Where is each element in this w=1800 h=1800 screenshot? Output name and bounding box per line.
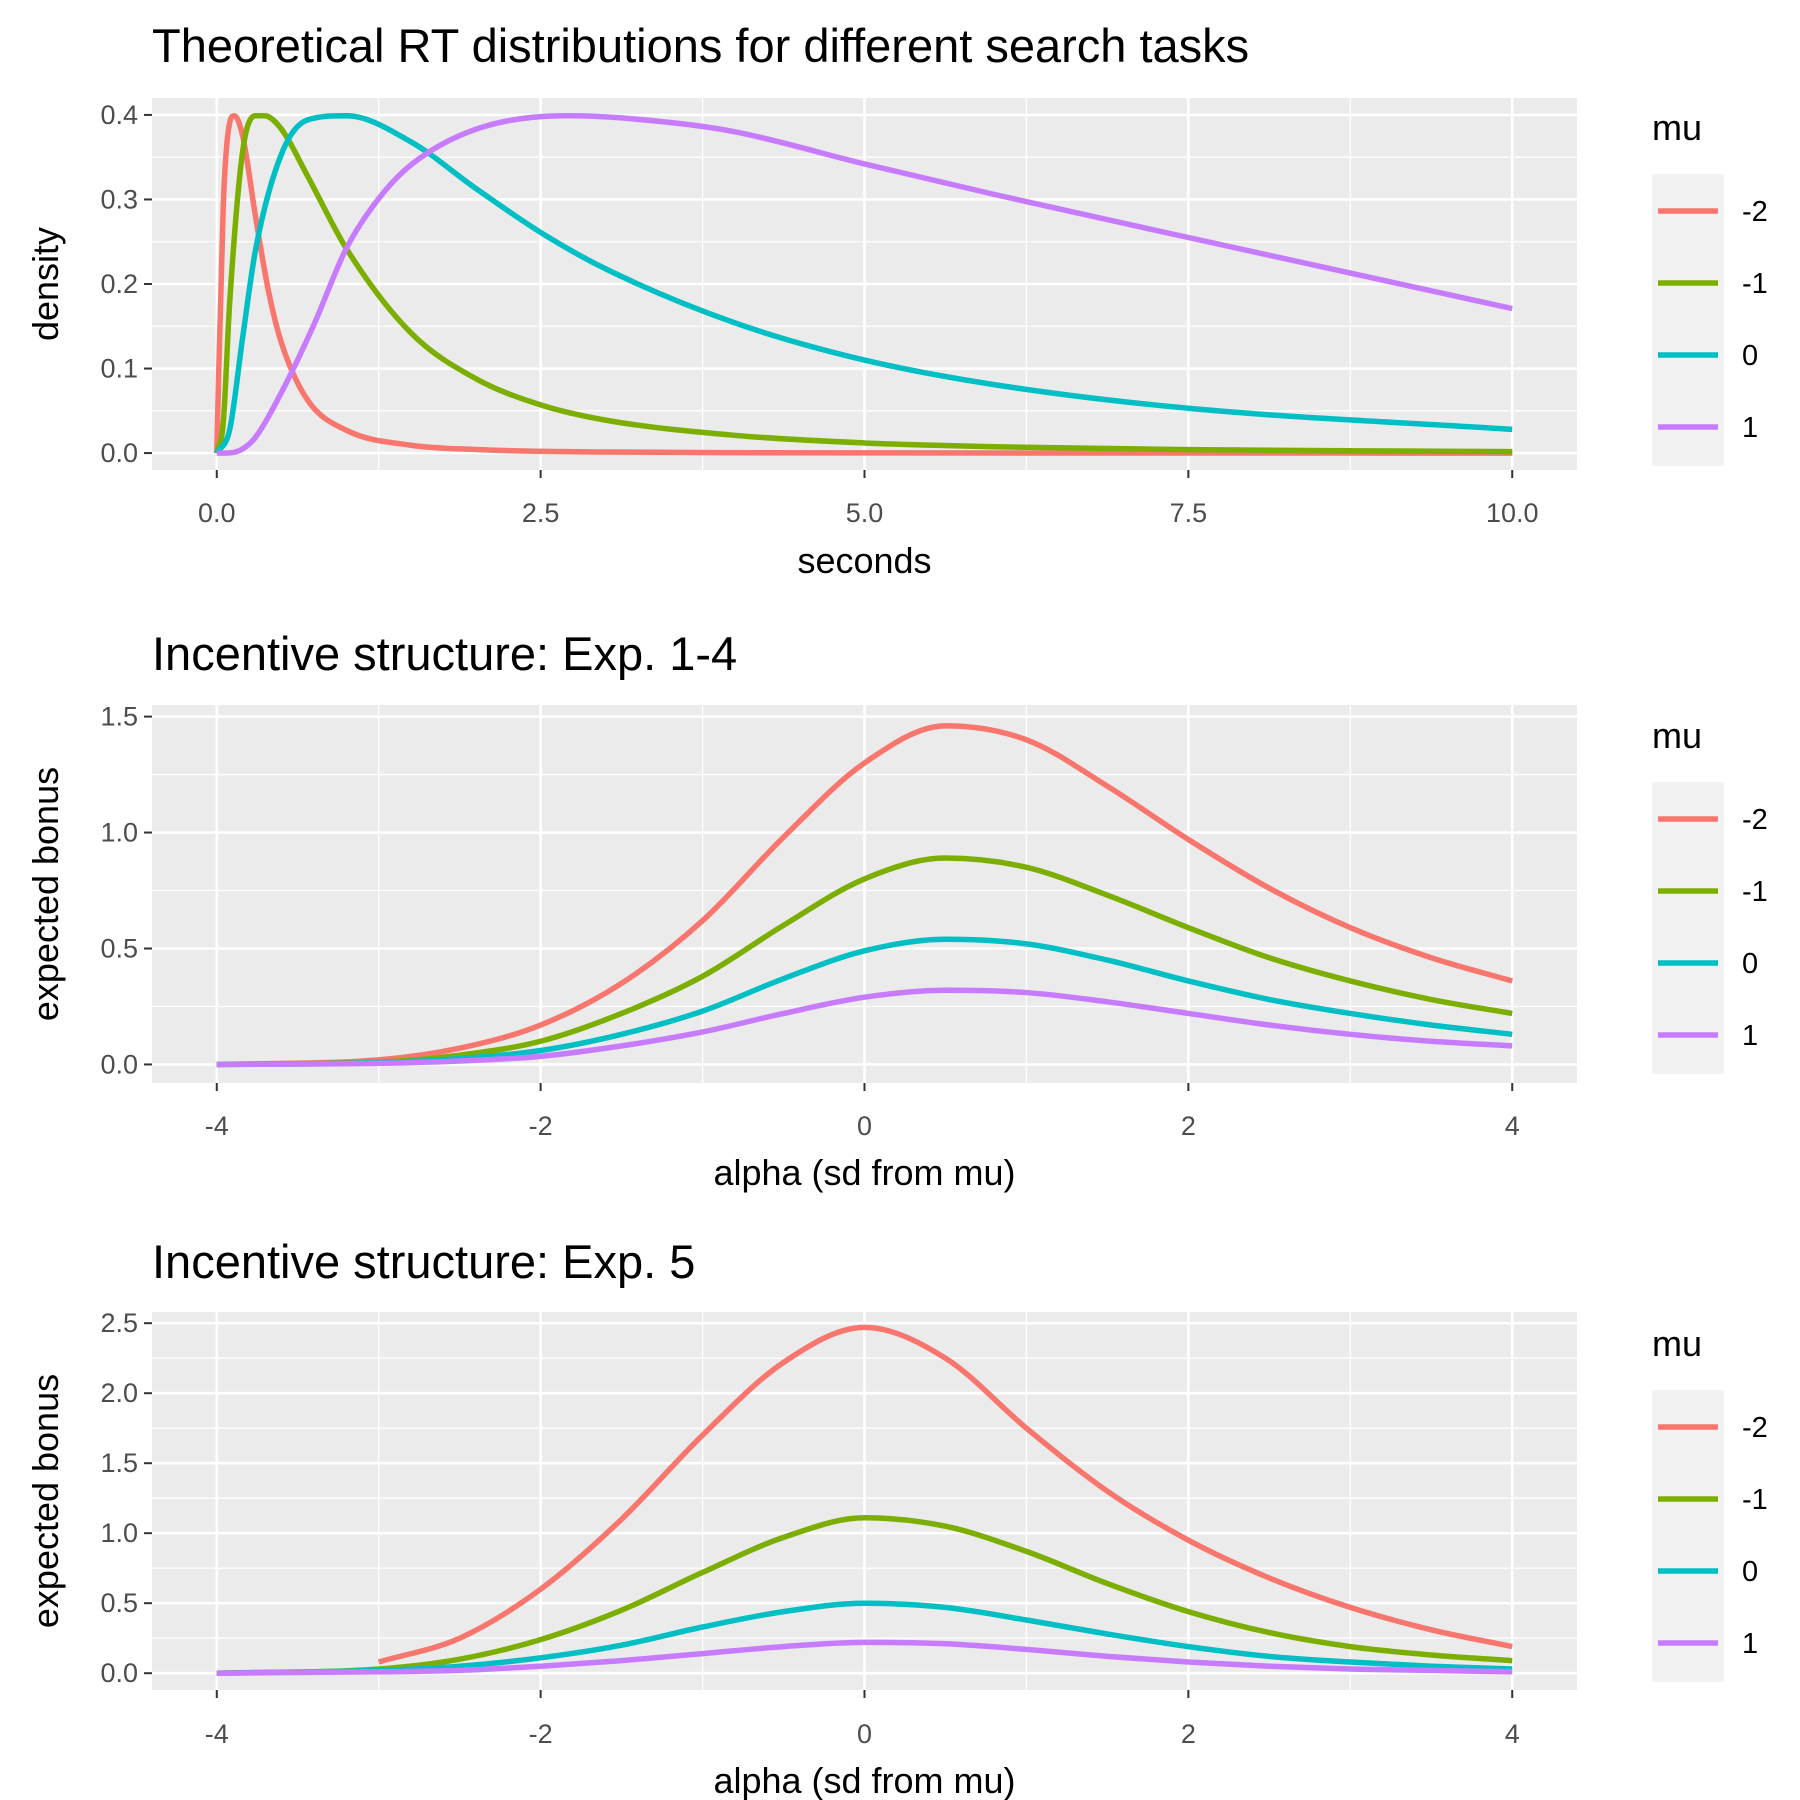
series-line-mu--1 bbox=[216, 855, 1513, 1068]
chart-panel-2: Incentive structure: Exp. 1-4 -4 -2 0 2 4 0.0 0… bbox=[25, 627, 1768, 1193]
legend-label: 1 bbox=[1742, 412, 1758, 444]
y-tick-label: 0.3 bbox=[100, 184, 138, 214]
y-tick-label: 1.5 bbox=[100, 1448, 138, 1478]
legend-label: -2 bbox=[1742, 804, 1768, 836]
series-line-mu--1 bbox=[214, 113, 1513, 455]
legend-label: 1 bbox=[1742, 1628, 1758, 1660]
legend-title: mu bbox=[1652, 1323, 1702, 1364]
x-tick-label: 7.5 bbox=[1170, 498, 1208, 528]
x-tick-label: 5.0 bbox=[846, 498, 884, 528]
y-tick-label: 0.1 bbox=[100, 354, 138, 384]
x-tick-label: 0 bbox=[857, 1719, 872, 1749]
legend-title: mu bbox=[1652, 715, 1702, 756]
legend-key-background bbox=[1652, 174, 1724, 466]
x-tick-label: -4 bbox=[205, 1111, 229, 1141]
legend: mu -2 -1 0 1 bbox=[1652, 715, 1768, 1074]
legend-label: 0 bbox=[1742, 948, 1758, 980]
y-tick-label: 1.5 bbox=[100, 702, 138, 732]
y-tick-label: 1.0 bbox=[100, 1518, 138, 1548]
series-line-mu-0 bbox=[214, 113, 1513, 455]
series-line-mu--1 bbox=[216, 1515, 1513, 1676]
y-tick-label: 0.5 bbox=[100, 1588, 138, 1618]
series-line-mu-0 bbox=[216, 1600, 1513, 1676]
x-tick-label: 4 bbox=[1505, 1719, 1520, 1749]
y-tick-label: 1.0 bbox=[100, 818, 138, 848]
y-tick-label: 2.0 bbox=[100, 1378, 138, 1408]
legend-label: -1 bbox=[1742, 268, 1768, 300]
x-tick-label: -2 bbox=[529, 1111, 553, 1141]
x-tick-label: -4 bbox=[205, 1719, 229, 1749]
x-tick-label: 4 bbox=[1505, 1111, 1520, 1141]
legend-label: 0 bbox=[1742, 1556, 1758, 1588]
legend-label: 0 bbox=[1742, 340, 1758, 372]
chart-title: Incentive structure: Exp. 1-4 bbox=[152, 627, 737, 680]
legend-label: -2 bbox=[1742, 196, 1768, 228]
y-axis-title: density bbox=[25, 227, 66, 341]
series-line-mu--2 bbox=[377, 1324, 1513, 1665]
series-line-mu--2 bbox=[216, 723, 1513, 1068]
y-tick-label: 0.0 bbox=[100, 438, 138, 468]
legend-label: 1 bbox=[1742, 1020, 1758, 1052]
y-tick-label: 0.0 bbox=[100, 1658, 138, 1688]
legend-key-background bbox=[1652, 782, 1724, 1074]
legend-label: -1 bbox=[1742, 876, 1768, 908]
y-tick-label: 2.5 bbox=[100, 1308, 138, 1338]
chart-title: Theoretical RT distributions for differe… bbox=[152, 19, 1249, 72]
y-tick-label: 0.4 bbox=[100, 100, 138, 130]
chart-panel-3: Incentive structure: Exp. 5 -4 -2 0 2 4 0.0 0.5… bbox=[25, 1235, 1768, 1800]
x-tick-label: 2.5 bbox=[522, 498, 560, 528]
x-tick-label: 10.0 bbox=[1486, 498, 1539, 528]
x-axis-title: alpha (sd from mu) bbox=[713, 1152, 1015, 1193]
legend-label: -1 bbox=[1742, 1484, 1768, 1516]
y-axis-title: expected bonus bbox=[25, 1374, 66, 1628]
x-tick-label: -2 bbox=[529, 1719, 553, 1749]
series-line-mu--2 bbox=[214, 113, 1513, 456]
legend-label: -2 bbox=[1742, 1412, 1768, 1444]
x-axis-title: alpha (sd from mu) bbox=[713, 1760, 1015, 1800]
y-tick-label: 0.2 bbox=[100, 269, 138, 299]
series-line-mu-0 bbox=[216, 936, 1513, 1068]
x-tick-label: 2 bbox=[1181, 1719, 1196, 1749]
legend: mu -2 -1 0 1 bbox=[1652, 1323, 1768, 1682]
chart-title: Incentive structure: Exp. 5 bbox=[152, 1235, 695, 1288]
x-tick-label: 2 bbox=[1181, 1111, 1196, 1141]
series-line-mu-1 bbox=[216, 113, 1513, 456]
x-tick-label: 0 bbox=[857, 1111, 872, 1141]
y-axis-title: expected bonus bbox=[25, 767, 66, 1021]
y-tick-label: 0.0 bbox=[100, 1049, 138, 1079]
chart-panel-1: Theoretical RT distributions for differe… bbox=[25, 19, 1768, 581]
series-line-mu-1 bbox=[216, 1639, 1513, 1676]
legend-key-background bbox=[1652, 1390, 1724, 1682]
series-line-mu-1 bbox=[216, 987, 1513, 1068]
legend-title: mu bbox=[1652, 107, 1702, 148]
x-tick-label: 0.0 bbox=[198, 498, 236, 528]
legend: mu -2 -1 0 1 bbox=[1652, 107, 1768, 466]
x-axis-title: seconds bbox=[797, 540, 931, 581]
y-tick-label: 0.5 bbox=[100, 933, 138, 963]
